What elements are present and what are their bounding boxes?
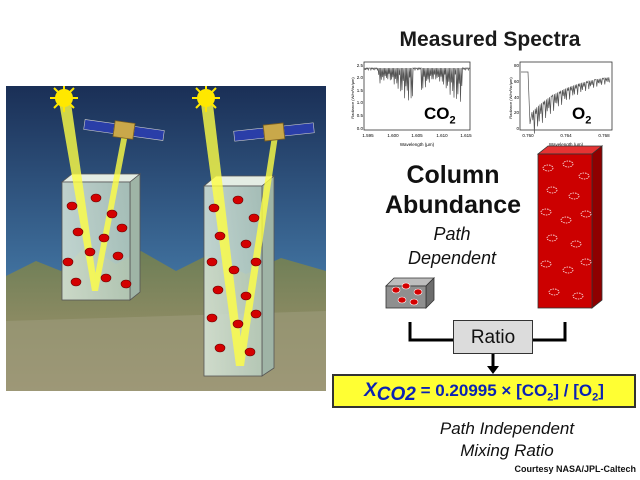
tick-label: 1.605	[411, 133, 423, 138]
o2-spectrum-plot: Radiance (W/m²/sr/µm) Wavelength (µm) 0.…	[508, 58, 616, 150]
o2-y-ticks: 80 60 40 20 0	[514, 63, 520, 131]
tick-label: 1.615	[460, 133, 472, 138]
sunlight-beam-right	[200, 96, 278, 366]
column-abundance-heading: Column Abundance	[384, 161, 522, 219]
tick-label: 20	[514, 110, 520, 115]
tick-label: 1.0	[357, 100, 364, 105]
tick-label: 0	[516, 126, 519, 131]
co2-y-axis-label: Radiance (W/m²/sr/µm)	[350, 77, 355, 119]
tick-label: 0.760	[522, 133, 534, 138]
co2-x-axis-label: Wavelength (µm)	[400, 142, 435, 147]
satellite-icon-right	[233, 122, 315, 142]
sun-icon-right	[192, 86, 220, 112]
path-independent-label: Path Independent Mixing Ratio	[439, 419, 575, 460]
co2-molecules-right	[206, 195, 262, 357]
valley-floor	[6, 311, 326, 391]
satellite-scene-illustration	[6, 86, 326, 391]
satellite-icon-left	[83, 119, 165, 141]
ratio-box: Ratio	[453, 320, 533, 354]
connector-left	[408, 322, 453, 342]
co2-label: CO2	[424, 104, 456, 127]
connector-right	[533, 322, 567, 342]
tick-label: 80	[514, 63, 520, 68]
o2-spectrum-line	[521, 71, 610, 134]
tick-label: 2.5	[357, 63, 364, 68]
ratio-connectors-and-columns	[385, 145, 604, 374]
image-credit: Courtesy NASA/JPL-Caltech	[514, 464, 636, 474]
o2-label: O2	[572, 104, 592, 127]
co2-molecules-left	[62, 193, 132, 289]
tick-label: 0.768	[598, 133, 610, 138]
tick-label: 0.764	[560, 133, 572, 138]
tick-label: 1.595	[362, 133, 374, 138]
measured-spectra-title: Measured Spectra	[399, 28, 581, 51]
co2-column-small-box	[385, 277, 435, 309]
tick-label: 1.610	[436, 133, 448, 138]
path-dependent-label: Path Dependent	[407, 224, 497, 268]
tick-label: 60	[514, 79, 520, 84]
co2-spectrum-plot: Radiance (W/m²/sr/µm) Wavelength (µm) 1.…	[350, 58, 475, 150]
co2-x-ticks: 1.595 1.600 1.605 1.610 1.615	[362, 133, 472, 138]
sun-icon-left	[50, 86, 78, 112]
tick-label: 2.0	[357, 75, 364, 80]
xco2-equation: XCO2 = 0.20995 × [CO2] / [O2]	[332, 374, 636, 408]
tick-label: 0.0	[357, 126, 364, 131]
o2-y-axis-label: Radiance (W/m²/sr/µm)	[508, 77, 513, 119]
co2-y-ticks: 2.5 2.0 1.5 1.0 0.5 0.0	[357, 63, 364, 131]
o2-x-axis-label: Wavelength (µm)	[549, 142, 584, 147]
tick-label: 40	[514, 95, 520, 100]
tick-label: 1.600	[387, 133, 399, 138]
co2-spectrum-line	[364, 66, 470, 102]
o2-x-ticks: 0.760 0.764 0.768	[522, 133, 610, 138]
arrow-down-icon	[487, 366, 499, 374]
tick-label: 1.5	[357, 88, 364, 93]
o2-column-tall-box	[536, 145, 604, 309]
tick-label: 0.5	[357, 113, 364, 118]
